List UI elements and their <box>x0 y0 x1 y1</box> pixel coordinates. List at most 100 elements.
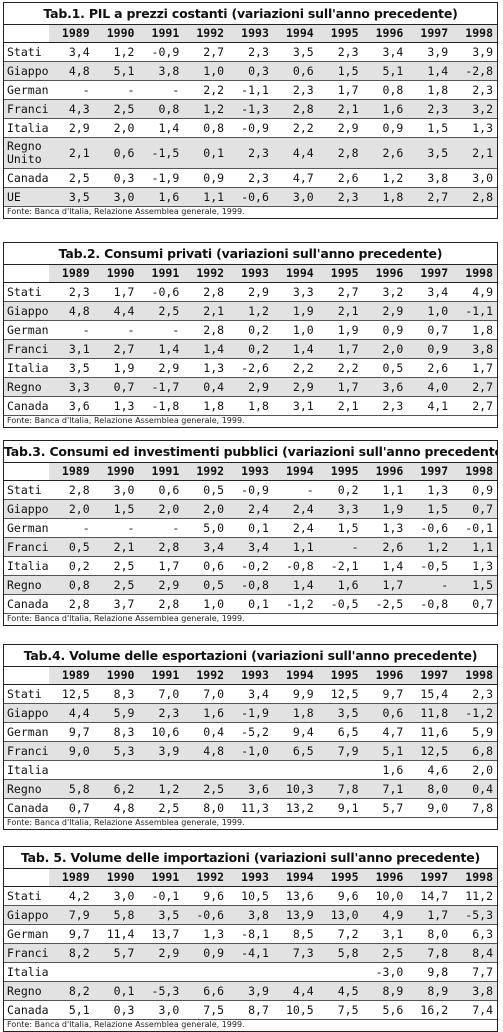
value-cell: 0,5 <box>362 358 408 378</box>
value-cell: 1,6 <box>138 187 184 207</box>
country-label: Germania <box>4 80 49 100</box>
value-cell: - <box>48 518 94 538</box>
value-cell: 8,0 <box>407 779 453 799</box>
value-cell: 2,8 <box>183 320 229 340</box>
value-cell: 3,8 <box>407 168 453 188</box>
value-cell: 2,9 <box>272 377 318 397</box>
value-cell: 3,1 <box>362 924 408 944</box>
value-cell: 0,2 <box>317 480 363 500</box>
country-label: Francia <box>4 537 49 557</box>
value-cell: -1,0 <box>228 741 273 761</box>
value-cell: 9,9 <box>272 684 318 704</box>
value-cell: 2,3 <box>317 42 363 62</box>
value-cell: 2,0 <box>183 499 229 519</box>
table-row: Regno Unito8,20,1-5,36,63,94,44,58,98,93… <box>4 981 497 1001</box>
value-cell: 3,3 <box>317 499 363 519</box>
value-cell: 2,1 <box>93 537 139 557</box>
value-cell: -2,5 <box>362 594 408 614</box>
value-cell: 6,3 <box>452 924 497 944</box>
value-cell: 1,6 <box>317 575 363 595</box>
value-cell: 6,5 <box>317 722 363 742</box>
value-cell: 0,9 <box>362 118 408 138</box>
value-cell: 2,2 <box>183 80 229 100</box>
year-header: 1993 <box>228 265 273 283</box>
year-header: 1991 <box>138 25 184 43</box>
value-cell: 0,5 <box>48 537 94 557</box>
table-consumi-privati: Tab.2. Consumi privati (variazioni sull'… <box>3 242 498 428</box>
value-cell <box>272 760 318 780</box>
value-cell: 2,4 <box>272 499 318 519</box>
value-cell: 3,5 <box>272 42 318 62</box>
value-cell: 7,1 <box>362 779 408 799</box>
value-cell: 2,9 <box>138 575 184 595</box>
value-cell: 5,0 <box>183 518 229 538</box>
value-cell: 1,1 <box>452 537 497 557</box>
value-cell: 0,7 <box>407 320 453 340</box>
value-cell: 4,4 <box>272 137 318 169</box>
value-cell: 2,7 <box>317 282 363 302</box>
value-cell: 13,6 <box>272 886 318 906</box>
corner-cell <box>4 25 49 43</box>
value-cell: 2,0 <box>93 118 139 138</box>
value-cell: 4,4 <box>48 703 94 723</box>
year-header: 1998 <box>452 869 497 887</box>
value-cell: 0,1 <box>228 594 273 614</box>
value-cell: 2,2 <box>272 358 318 378</box>
corner-cell <box>4 463 49 481</box>
year-header: 1992 <box>183 25 229 43</box>
value-cell: 13,0 <box>317 905 363 925</box>
value-cell: 2,5 <box>362 943 408 963</box>
value-cell: 4,0 <box>407 377 453 397</box>
value-cell: -0,1 <box>138 886 184 906</box>
table-row: Giappone2,01,52,02,02,42,43,31,91,50,7 <box>4 499 497 519</box>
value-cell: 0,5 <box>183 575 229 595</box>
country-label: Stati Uniti <box>4 282 49 302</box>
value-cell: 2,3 <box>48 282 94 302</box>
table-row: Stati Uniti2,31,7-0,62,82,93,32,73,23,44… <box>4 282 497 302</box>
value-cell: - <box>272 480 318 500</box>
value-cell: 0,4 <box>183 377 229 397</box>
value-cell: 0,7 <box>48 798 94 818</box>
value-cell: 1,8 <box>452 320 497 340</box>
country-label: Regno Unito <box>4 575 49 595</box>
value-cell: 2,3 <box>317 187 363 207</box>
value-cell: 9,7 <box>362 684 408 704</box>
value-cell: 5,1 <box>48 1000 94 1020</box>
table-row: Canada 3,6 1,3 -1,8 1,8 1,8 3,1 2,1 2,3 4,1 2,7 <box>4 396 497 416</box>
value-cell: 14,7 <box>407 886 453 906</box>
value-cell: 3,0 <box>93 187 139 207</box>
year-header: 1991 <box>138 667 184 685</box>
value-cell: 2,6 <box>362 137 408 169</box>
value-cell: 5,9 <box>93 703 139 723</box>
value-cell: 2,3 <box>407 99 453 119</box>
value-cell: 0,7 <box>93 377 139 397</box>
value-cell: 1,1 <box>183 187 229 207</box>
value-cell: 5,6 <box>362 1000 408 1020</box>
value-cell: 7,8 <box>317 779 363 799</box>
value-cell: 10,3 <box>272 779 318 799</box>
value-cell: 1,4 <box>138 118 184 138</box>
value-cell: 2,8 <box>317 137 363 169</box>
value-cell: 1,2 <box>93 42 139 62</box>
value-cell: 7,3 <box>272 943 318 963</box>
table-row: UE 3,5 3,0 1,6 1,1 -0,6 3,0 2,3 1,8 2,7 2,8 <box>4 187 497 207</box>
year-header: 1998 <box>452 265 497 283</box>
value-cell: 0,6 <box>138 480 184 500</box>
value-cell: 13,9 <box>272 905 318 925</box>
value-cell: 8,5 <box>272 924 318 944</box>
value-cell: 2,9 <box>48 118 94 138</box>
value-cell: 10,5 <box>228 886 273 906</box>
table-row: Stati Uniti2,83,00,60,5-0,9-0,21,11,30,9 <box>4 480 497 500</box>
table-row: Stati Uniti3,41,2-0,92,72,33,52,33,43,93… <box>4 42 497 62</box>
value-cell: 2,1 <box>452 137 497 169</box>
value-cell: 2,9 <box>138 358 184 378</box>
value-cell: -5,3 <box>138 981 184 1001</box>
value-cell: 0,9 <box>407 339 453 359</box>
value-cell: 3,0 <box>93 480 139 500</box>
country-label: Regno Unito <box>4 779 49 799</box>
value-cell: 2,3 <box>228 168 273 188</box>
value-cell: 10,5 <box>272 1000 318 1020</box>
year-header: 1994 <box>272 25 318 43</box>
value-cell: 8,2 <box>48 943 94 963</box>
value-cell: 4,5 <box>317 981 363 1001</box>
